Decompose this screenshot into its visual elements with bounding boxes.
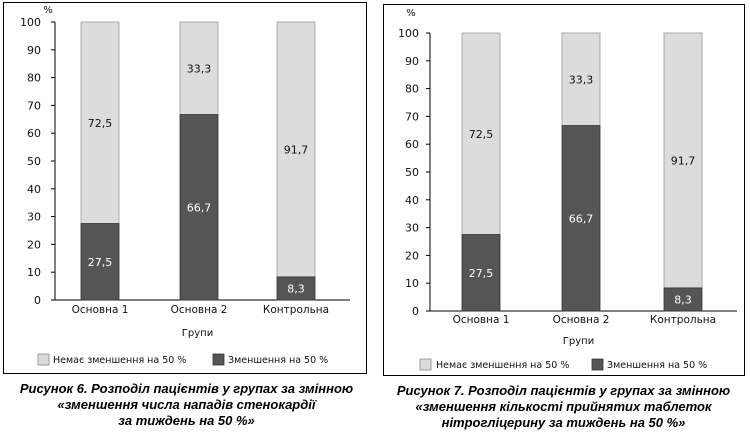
- x-tick-label: Основна 2: [553, 314, 610, 326]
- data-label-reduction: 27,5: [88, 256, 113, 269]
- y-tick-label: 10: [405, 277, 419, 290]
- data-label-reduction: 66,7: [569, 212, 594, 225]
- bar-segment-reduction: [276, 276, 316, 301]
- y-tick-label: 10: [27, 266, 41, 279]
- y-tick-label: 90: [27, 44, 41, 57]
- x-axis-label: Групи: [182, 328, 213, 339]
- data-label-reduction: 8,3: [287, 282, 305, 295]
- bar-segment-reduction: [179, 114, 219, 301]
- data-label-no-reduction: 33,3: [569, 73, 594, 86]
- stacked-bar-chart-2: 0 10 20 30 40 50 60 70 80 90 100% 72,5 27,5 Основна 1…: [398, 8, 737, 371]
- y-tick-label: 0: [412, 305, 419, 318]
- y-tick-label: 70: [405, 110, 419, 123]
- y-tick-label: 40: [27, 183, 41, 196]
- y-tick-label: 20: [405, 249, 419, 262]
- y-tick-label: 0: [34, 294, 41, 307]
- caption-line-3: за тиждень на 50 %»: [118, 413, 255, 428]
- figure-caption-1: Рисунок 6. Розподіл пацієнтів у групах з…: [0, 381, 373, 429]
- data-label-reduction: 66,7: [187, 201, 212, 214]
- y-tick-label: 100: [20, 16, 41, 29]
- y-tick-label: 30: [405, 222, 419, 235]
- y-tick-label: 100: [398, 27, 419, 40]
- y-tick-label: 60: [405, 138, 419, 151]
- data-label-no-reduction: 91,7: [671, 154, 696, 167]
- y-tick-label: 90: [405, 55, 419, 68]
- y-tick-label: 80: [405, 83, 419, 96]
- bar-segment-reduction: [561, 125, 601, 312]
- data-label-reduction: 8,3: [674, 293, 692, 306]
- y-tick-label: 20: [27, 238, 41, 251]
- x-tick-label: Контрольна: [650, 314, 716, 326]
- y-tick-label: 40: [405, 194, 419, 207]
- y-tick-label: 30: [27, 211, 41, 224]
- bar-segment-no-reduction: [80, 21, 120, 224]
- data-label-no-reduction: 72,5: [88, 117, 113, 130]
- caption-line-1: Рисунок 6. Розподіл пацієнтів у групах з…: [19, 381, 354, 396]
- x-tick-label: Контрольна: [263, 304, 329, 316]
- legend-label: Зменшення на 50 %: [607, 360, 707, 371]
- legend-swatch: [212, 353, 225, 366]
- x-tick-label: Основна 2: [171, 304, 228, 316]
- x-tick-label: Основна 1: [453, 314, 510, 326]
- legend-swatch: [37, 353, 50, 366]
- y-tick-label: 50: [27, 155, 41, 168]
- figure-caption-2: Рисунок 7. Розподіл пацієнтів у групах з…: [377, 383, 750, 431]
- caption-line-2: «зменшення кількості прийнятих таблеток: [415, 399, 712, 414]
- legend-swatch: [419, 358, 432, 371]
- bar-segment-reduction: [461, 234, 501, 312]
- y-tick-label: 80: [27, 72, 41, 85]
- bar-segment-no-reduction: [561, 32, 601, 126]
- data-label-reduction: 27,5: [469, 267, 494, 280]
- legend-label: Зменшення на 50 %: [228, 355, 328, 366]
- data-label-no-reduction: 33,3: [187, 62, 212, 75]
- y-axis-label: %: [43, 5, 53, 16]
- chart-panel-2: 0 10 20 30 40 50 60 70 80 90 100% 72,5 27,5 Основна 1…: [377, 0, 750, 435]
- chart-panel-1: 0 10 20 30 40 50 60 70 80 90 100% 72,5 27,5 Основна 1…: [0, 0, 373, 435]
- y-tick-label: 50: [405, 166, 419, 179]
- stacked-bar-chart-1: 0 10 20 30 40 50 60 70 80 90 100% 72,5 27,5 Основна 1…: [20, 5, 350, 366]
- bar-segment-reduction: [80, 223, 120, 301]
- bar-segment-reduction: [663, 287, 703, 312]
- bar-segment-no-reduction: [663, 32, 703, 289]
- y-axis-label: %: [406, 8, 416, 19]
- legend-swatch: [591, 358, 604, 371]
- data-label-no-reduction: 91,7: [284, 143, 309, 156]
- caption-line-1: Рисунок 7. Розподіл пацієнтів у групах з…: [396, 383, 731, 398]
- x-axis-label: Групи: [563, 336, 594, 347]
- caption-line-2: «зменшення числа нападів стенокардії: [57, 397, 316, 412]
- y-tick-label: 60: [27, 127, 41, 140]
- legend-label: Немає зменшення на 50 %: [53, 355, 186, 366]
- caption-line-3: нітрогліцерину за тиждень на 50 %»: [441, 415, 686, 430]
- y-tick-label: 70: [27, 99, 41, 112]
- data-label-no-reduction: 72,5: [469, 128, 494, 141]
- x-tick-label: Основна 1: [72, 304, 129, 316]
- legend-label: Немає зменшення на 50 %: [436, 360, 569, 371]
- bar-segment-no-reduction: [461, 32, 501, 235]
